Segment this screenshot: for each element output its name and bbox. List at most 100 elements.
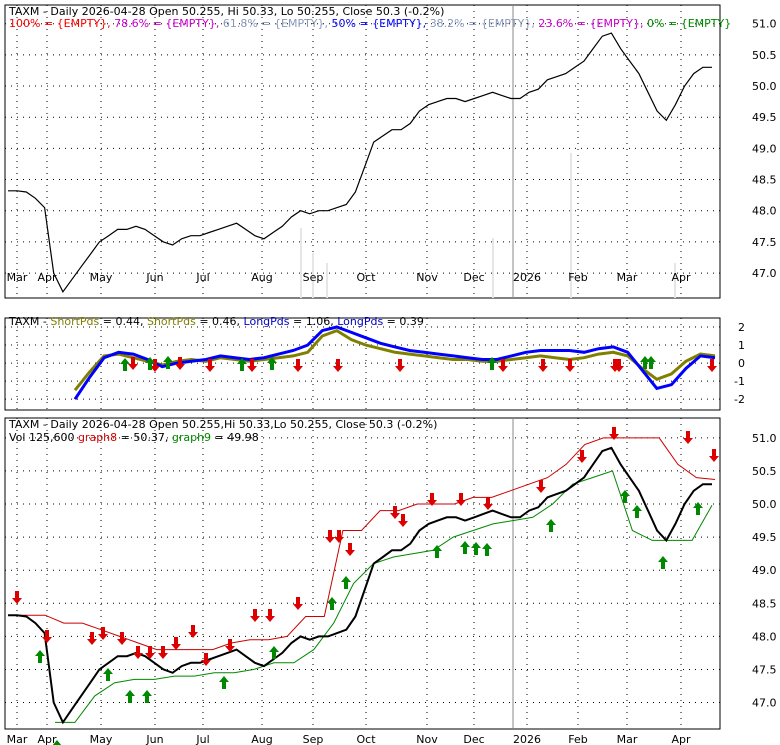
y-tick-label: 47.0 [752, 267, 777, 280]
x-tick-label: Aug [251, 733, 272, 745]
down-arrow-icon [225, 639, 235, 652]
x-tick-label: Nov [416, 271, 438, 284]
x-tick-label: Nov [416, 733, 438, 745]
up-arrow-icon [487, 357, 497, 370]
down-arrow-icon [577, 450, 587, 463]
up-arrow-icon [432, 545, 442, 558]
header-part: LongPds [337, 315, 383, 328]
indicator-header: TAXM - ShortPds = 0.44, ShortPds = 0.46,… [8, 315, 424, 328]
up-arrow-icon [52, 740, 62, 745]
down-arrow-icon [614, 359, 624, 372]
x-tick-label: Mar [7, 271, 28, 284]
x-tick-label: Jun [145, 271, 163, 284]
legend-part: 23.6% = {EMPTY}, [538, 17, 647, 30]
x-tick-label: Mar [617, 733, 638, 745]
down-arrow-icon [188, 625, 198, 638]
upper-stop-series [8, 437, 716, 651]
down-arrow-icon [498, 359, 508, 372]
x-tick-label: May [90, 733, 113, 745]
indicator-panel-frame [4, 317, 721, 411]
x-tick-label: May [90, 271, 113, 284]
up-arrow-icon [125, 690, 135, 703]
down-arrow-icon [250, 609, 260, 622]
down-arrow-icon [709, 449, 719, 462]
down-arrow-icon [333, 359, 343, 372]
y-tick-label: 48.5 [752, 174, 777, 187]
y-tick-label: 50.5 [752, 49, 777, 62]
down-arrow-icon [325, 530, 335, 543]
down-arrow-icon [345, 543, 355, 556]
down-arrow-icon [175, 357, 185, 370]
y-tick-label: -1 [734, 375, 745, 388]
up-arrow-icon [103, 668, 113, 681]
header-part: = 0.46, [196, 315, 244, 328]
price-x-ticks: Mar Apr May Jun Jul Aug Sep Oct Nov Dec 2026 Feb Mar… [7, 271, 691, 284]
up-arrow-icon [120, 358, 130, 371]
legend-part: graph8 [74, 431, 117, 444]
y-tick-label: 50.0 [752, 498, 777, 511]
x-tick-label: Feb [568, 271, 587, 284]
up-arrow-icon [35, 650, 45, 663]
x-tick-label: Jul [195, 733, 209, 745]
up-arrow-icon [471, 542, 481, 555]
y-tick-label: 47.5 [752, 663, 777, 676]
down-arrow-icon [565, 359, 575, 372]
x-tick-label: Sep [303, 271, 324, 284]
y-tick-label: 48.5 [752, 597, 777, 610]
stop-arrows [12, 427, 719, 745]
up-arrow-icon [640, 356, 650, 369]
header-part: ShortPds [50, 315, 99, 328]
price-panel-frame [4, 4, 721, 299]
stop-legend: Vol 125,600 graph8 = 50.37, graph9 = 49.… [9, 431, 259, 444]
x-tick-label: Mar [7, 733, 28, 745]
header-part: ShortPds [147, 315, 196, 328]
x-tick-label: Apr [37, 271, 57, 284]
indicator-y-ticks: 2 1 0 -1 -2 [734, 321, 745, 406]
down-arrow-icon [42, 630, 52, 643]
volume-bars [300, 153, 676, 298]
y-tick-label: 50.5 [752, 465, 777, 478]
header-part: TAXM - [8, 315, 50, 328]
x-tick-label: Apr [671, 271, 691, 284]
x-tick-label: Dec [463, 271, 484, 284]
down-arrow-icon [427, 493, 437, 506]
down-arrow-icon [87, 632, 97, 645]
down-arrow-icon [158, 646, 168, 659]
down-arrow-icon [538, 359, 548, 372]
y-tick-label: 0 [738, 357, 745, 370]
down-arrow-icon [398, 514, 408, 527]
x-tick-label: Sep [303, 733, 324, 745]
up-arrow-icon [219, 676, 229, 689]
down-arrow-icon [609, 427, 619, 440]
down-arrow-icon [293, 597, 303, 610]
legend-part: 100% = {EMPTY}, [9, 17, 114, 30]
stop-grid [5, 418, 720, 729]
stop-x-ticks: Mar Apr May Jun Jul Aug Sep Oct Nov Dec 2026 Feb Mar… [7, 733, 691, 745]
down-arrow-icon [128, 357, 138, 370]
header-part: = 0.44, [99, 315, 147, 328]
y-tick-label: 51.0 [752, 18, 777, 31]
stop-panel-frame [4, 417, 721, 730]
x-tick-label: Apr [671, 733, 691, 745]
up-arrow-icon [237, 358, 247, 371]
legend-part: 50% = {EMPTY}, [332, 17, 430, 30]
down-arrow-icon [265, 609, 275, 622]
legend-part: 0% = {EMPTY} [647, 17, 731, 30]
legend-part: = 49.98 [211, 431, 259, 444]
up-arrow-icon [267, 357, 277, 370]
price-y-ticks: 51.0 50.5 50.0 49.5 49.0 48.5 48.0 47.5 47.0 [752, 18, 777, 280]
y-tick-label: 49.5 [752, 111, 777, 124]
volume-bar [300, 228, 302, 298]
x-tick-label: Aug [251, 271, 272, 284]
down-arrow-icon [205, 359, 215, 372]
x-tick-label: Jul [195, 271, 209, 284]
down-arrow-icon [395, 359, 405, 372]
x-tick-label: Mar [617, 271, 638, 284]
up-arrow-icon [646, 356, 656, 369]
volume-bar [570, 153, 572, 298]
up-arrow-icon [620, 490, 630, 503]
up-arrow-icon [546, 519, 556, 532]
x-tick-label: Oct [356, 271, 376, 284]
down-arrow-icon [133, 646, 143, 659]
